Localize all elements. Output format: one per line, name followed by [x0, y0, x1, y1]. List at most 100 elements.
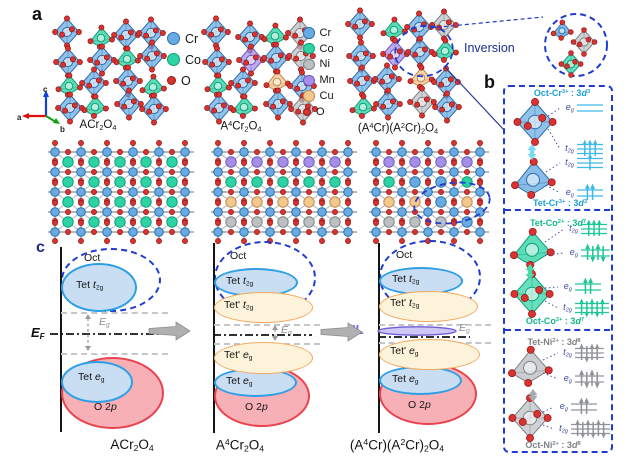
oxygen-atom [447, 76, 454, 83]
b-axis-label: b [60, 125, 65, 134]
polygon-shape [584, 397, 589, 403]
cr-atom [371, 227, 381, 237]
oxygen-atom [373, 101, 380, 107]
cr-atom [291, 227, 301, 237]
italic-token: e [408, 373, 415, 385]
orbital-connector-line [545, 162, 561, 173]
oxygen-atom [65, 209, 71, 215]
italic-token: t [569, 223, 572, 233]
ni-atom [277, 216, 289, 228]
oxygen-atom [425, 180, 431, 186]
formula-band-1: A4Cr2O4 [216, 437, 264, 453]
oxygen-atom [136, 78, 143, 84]
legend-label: O [316, 105, 325, 118]
oxygen-atom [572, 59, 578, 65]
oxygen-atom [442, 37, 449, 44]
oxygen-atom [399, 220, 405, 226]
oxygen-atom [441, 56, 447, 63]
oxygen-atom [319, 238, 325, 244]
cr-atom [154, 147, 164, 157]
polygon-shape [579, 397, 584, 403]
oxygen-atom [75, 29, 82, 35]
cr-octahedron [136, 16, 166, 50]
mn-atom [461, 156, 473, 168]
co-atom [62, 216, 74, 228]
oxygen-atom [448, 101, 455, 108]
polygon-shape [585, 183, 590, 189]
subscript-token: g [414, 378, 419, 386]
oxygen-atom [241, 180, 247, 186]
oxygen-atom [117, 209, 123, 215]
cr-atom [317, 187, 327, 197]
oxygen-atom [464, 169, 470, 175]
oxygen-atom [299, 69, 305, 76]
oxygen-atom [386, 209, 392, 215]
subscript-token: 2g [567, 162, 574, 169]
band-gap-label-1: Eg [281, 324, 292, 337]
oxygen-atom [241, 140, 247, 146]
band-label-o2p-0: O 2p [94, 401, 117, 413]
band-gap-label-2: Eg [459, 322, 470, 335]
cr-atom [435, 196, 447, 208]
subscript-token: 4 [148, 443, 154, 454]
cr-atom [449, 147, 459, 157]
oxygen-atom [71, 102, 78, 109]
cr-atom [213, 227, 223, 237]
co-atom [114, 216, 126, 228]
co-atom [62, 156, 74, 168]
oxygen-atom [538, 114, 547, 122]
subscript-token: 2g [571, 228, 578, 235]
band-axis-2 [378, 243, 380, 433]
superscript-token: 2 [400, 121, 406, 130]
oxygen-atom [399, 200, 405, 206]
oxygen-atom [65, 189, 71, 195]
oxygen-atom [451, 140, 457, 146]
polygon-shape [601, 433, 606, 439]
cr-swatch-icon [303, 27, 315, 39]
ni-octahedron [407, 85, 437, 119]
oxygen-atom [368, 21, 375, 27]
oxygen-atom [149, 66, 155, 73]
cr-atom [265, 187, 275, 197]
band-label-tetp_eg-1: Tet' eg [224, 349, 253, 362]
polygon-shape [22, 113, 29, 119]
italic-token: E [31, 325, 40, 340]
band-label-tet_t2g-2: Tet t2g [392, 273, 419, 286]
cr-atom [475, 147, 485, 157]
oxygen-atom [143, 149, 149, 155]
oxygen-atom [87, 57, 94, 63]
band-gap-label-0: Eg [99, 316, 110, 329]
oxygen-atom [431, 51, 438, 58]
cr-atom [128, 147, 138, 157]
oxygen-atom [236, 57, 243, 63]
gap-dash-line-0-0 [61, 312, 168, 314]
oxygen-atom [399, 180, 405, 186]
panel-a-label: a [32, 4, 43, 24]
cr-atom [397, 167, 407, 177]
mn-atom [225, 156, 237, 168]
subscript-token: g [288, 329, 292, 337]
superscript-token: 4 [224, 437, 230, 447]
oxygen-atom [319, 220, 325, 226]
co-tetrahedron [230, 93, 258, 119]
oxygen-atom [155, 103, 162, 110]
oxygen-atom [412, 209, 418, 215]
oxygen-atom [127, 29, 134, 36]
oxygen-atom [153, 50, 160, 57]
co-atom [140, 216, 152, 228]
subscript-token: 2g [95, 284, 104, 292]
oxygen-atom [68, 26, 75, 33]
cr-atom [291, 187, 301, 197]
oxygen-atom [510, 290, 519, 298]
cr-atom [154, 187, 164, 197]
oxygen-atom [243, 59, 250, 66]
superscript-token: 2 [400, 437, 406, 447]
polygon-shape [525, 274, 535, 280]
oxygen-atom [568, 50, 574, 56]
oxygen-atom [280, 189, 286, 195]
oxygen-atom [182, 220, 188, 226]
cr-atom [343, 207, 353, 217]
co-atom [62, 196, 74, 208]
polygon-shape [580, 433, 586, 439]
